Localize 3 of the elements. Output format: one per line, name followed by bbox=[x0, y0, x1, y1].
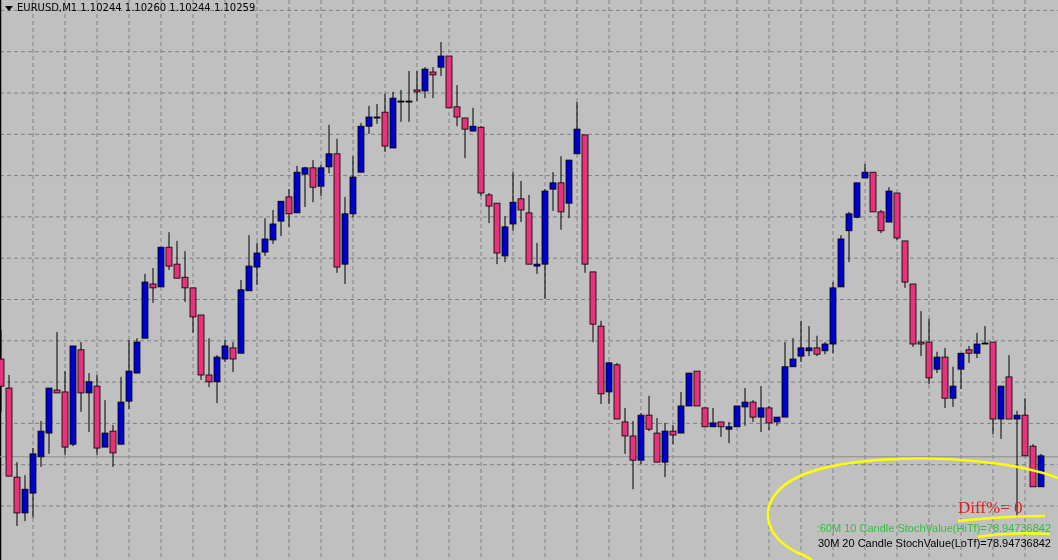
chart-title: EURUSD,M1 1.10244 1.10260 1.10244 1.10259 bbox=[17, 2, 256, 13]
annotation: :60M 10 Candle StochValue(HiTf)=78.94736842 bbox=[816, 522, 1051, 534]
text: 30M 20 Candle StochValue(LoTf)=78.94736842 bbox=[817, 537, 1051, 549]
